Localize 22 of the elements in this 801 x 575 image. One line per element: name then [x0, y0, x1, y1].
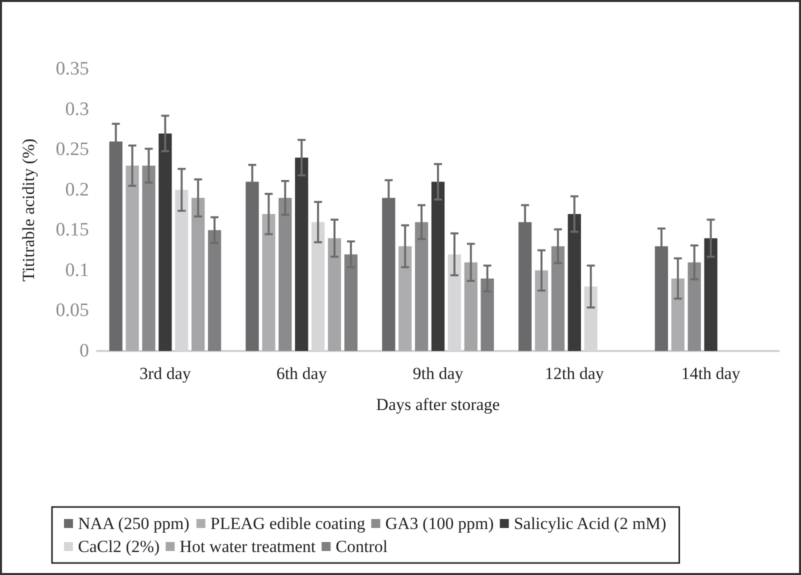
x-tick-label: 14th day [681, 364, 741, 383]
legend-label: Control [336, 537, 388, 556]
y-tick-label: 0.15 [56, 220, 89, 241]
legend-label: GA3 (100 ppm) [385, 514, 494, 533]
y-tick-label: 0.2 [65, 179, 89, 200]
x-tick-label: 6th day [276, 364, 328, 383]
legend-label: CaCl2 (2%) [78, 537, 160, 556]
x-tick-label: 3rd day [139, 364, 192, 383]
y-tick-label: 0.05 [56, 300, 89, 322]
legend-label: PLEAG edible coating [210, 514, 366, 533]
y-tick-label: 0.1 [65, 260, 89, 281]
y-tick-label: 0.25 [56, 139, 89, 160]
x-tick-label: 12th day [544, 364, 604, 383]
legend-label: Hot water treatment [180, 537, 316, 556]
legend-label: NAA (250 ppm) [78, 514, 190, 533]
legend-label: Salicylic Acid (2 mM) [514, 514, 666, 533]
y-tick-label: 0.3 [65, 98, 89, 120]
y-tick-label: 0 [80, 340, 89, 362]
x-axis-title: Days after storage [376, 395, 500, 414]
y-axis-title: Tititrable acidity (%) [19, 138, 38, 282]
x-tick-label: 9th day [412, 364, 464, 383]
y-tick-label: 0.35 [56, 58, 89, 80]
